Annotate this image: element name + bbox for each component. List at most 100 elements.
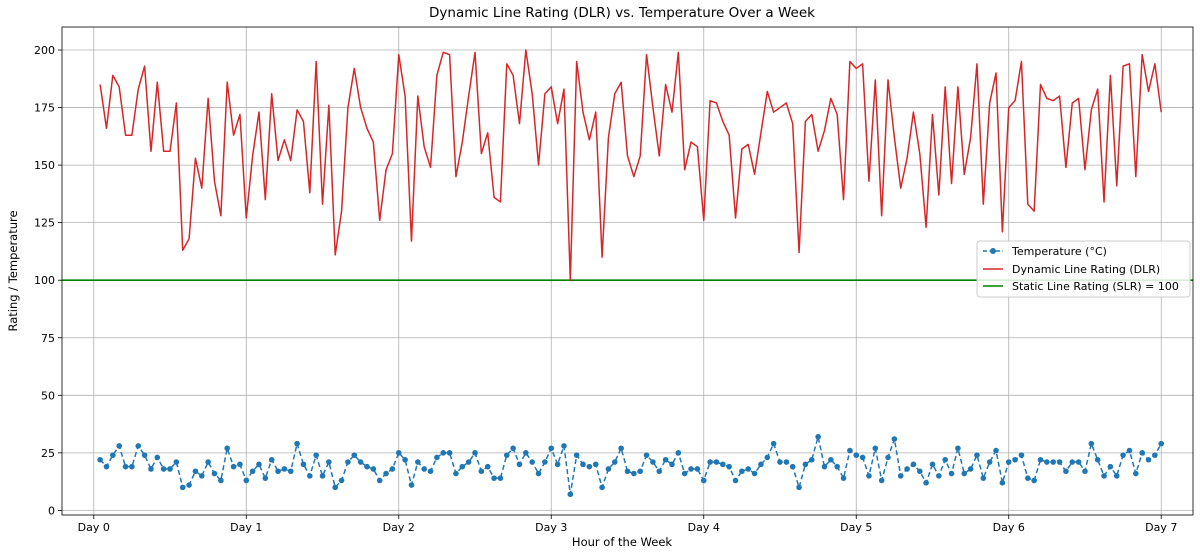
temperature-point bbox=[179, 484, 186, 491]
temperature-point bbox=[141, 452, 148, 458]
x-tick-label: Day 3 bbox=[535, 521, 567, 534]
temperature-point bbox=[535, 470, 542, 477]
temperature-point bbox=[103, 463, 110, 470]
temperature-point bbox=[618, 445, 624, 452]
y-axis: 0 25 50 75 100 125 150 175 200 bbox=[34, 44, 62, 517]
temperature-point bbox=[421, 466, 427, 472]
temperature-point bbox=[923, 479, 929, 486]
y-axis-label: Rating / Temperature bbox=[6, 210, 20, 331]
temperature-point bbox=[802, 461, 809, 468]
temperature-point bbox=[1056, 459, 1063, 465]
temperature-point bbox=[326, 459, 332, 465]
temperature-point bbox=[491, 475, 497, 481]
legend-box bbox=[976, 240, 1191, 298]
temperature-point bbox=[415, 459, 421, 465]
temperature-point bbox=[497, 475, 504, 481]
x-tick-label: Day 6 bbox=[993, 521, 1025, 534]
temperature-point bbox=[516, 461, 523, 468]
temperature-point bbox=[662, 456, 669, 463]
temperature-point bbox=[834, 463, 840, 470]
temperature-point bbox=[554, 461, 561, 468]
temperature-point bbox=[980, 475, 987, 481]
temperature-point bbox=[1005, 459, 1012, 465]
temperature-point bbox=[224, 445, 230, 452]
temperature-point bbox=[726, 463, 732, 470]
temperature-point bbox=[1107, 463, 1114, 470]
temperature-point bbox=[828, 456, 834, 463]
temperature-point bbox=[1120, 452, 1126, 458]
temperature-point bbox=[592, 461, 599, 468]
legend-item-temperature: Temperature (°C) bbox=[983, 245, 1107, 258]
temperature-point bbox=[268, 456, 275, 463]
temperature-point bbox=[529, 459, 535, 465]
temperature-point bbox=[1113, 473, 1120, 479]
temperature-point bbox=[319, 473, 326, 479]
temperature-point bbox=[815, 433, 821, 440]
temperature-point bbox=[739, 468, 745, 475]
legend-marker-temperature bbox=[990, 248, 996, 254]
temperature-point bbox=[885, 454, 891, 461]
temperature-point bbox=[135, 443, 142, 449]
temperature-point bbox=[694, 466, 701, 472]
temperature-point bbox=[916, 468, 923, 475]
temperature-point bbox=[611, 459, 618, 465]
legend-label-dlr: Dynamic Line Rating (DLR) bbox=[1012, 263, 1160, 276]
temperature-point bbox=[1018, 452, 1025, 458]
temperature-point bbox=[675, 450, 682, 456]
x-tick-label: Day 5 bbox=[840, 521, 872, 534]
temperature-point bbox=[643, 452, 650, 458]
temperature-point bbox=[783, 459, 790, 465]
chart-title: Dynamic Line Rating (DLR) vs. Temperatur… bbox=[429, 5, 815, 21]
temperature-point bbox=[1094, 456, 1101, 463]
temperature-point bbox=[681, 470, 688, 477]
temperature-point bbox=[561, 443, 567, 449]
temperature-point bbox=[1152, 452, 1158, 458]
y-tick-label: 75 bbox=[41, 332, 55, 345]
legend-label-slr: Static Line Rating (SLR) = 100 bbox=[1012, 280, 1179, 293]
x-axis: Day 0 Day 1 Day 2 Day 3 Day 4 Day 5 Day 6 Day 7 bbox=[78, 515, 1177, 534]
y-tick-label: 200 bbox=[34, 44, 55, 57]
temperature-point bbox=[904, 466, 910, 472]
temperature-point bbox=[713, 459, 720, 465]
temperature-point bbox=[173, 459, 180, 465]
temperature-point bbox=[688, 466, 694, 472]
dlr-line bbox=[99, 49, 1162, 281]
legend-label-temperature: Temperature (°C) bbox=[1011, 245, 1107, 258]
temperature-point bbox=[122, 463, 129, 470]
temperature-point bbox=[573, 452, 580, 458]
temperature-point bbox=[821, 463, 828, 470]
temperature-point bbox=[624, 468, 631, 475]
temperature-point bbox=[1050, 459, 1057, 465]
temperature-point bbox=[523, 450, 529, 456]
temperature-point bbox=[548, 445, 555, 452]
temperature-point bbox=[745, 466, 752, 472]
temperature-point bbox=[1133, 470, 1139, 477]
temperature-point bbox=[389, 466, 396, 472]
temperature-point bbox=[1126, 447, 1133, 454]
temperature-point bbox=[408, 482, 415, 488]
temperature-point bbox=[472, 450, 478, 456]
temperature-point bbox=[249, 468, 256, 475]
temperature-point bbox=[453, 470, 459, 477]
temperature-point bbox=[1145, 456, 1152, 463]
temperature-point bbox=[859, 454, 866, 461]
temperature-point bbox=[637, 468, 644, 475]
temperature-point bbox=[370, 466, 377, 472]
temperature-point bbox=[910, 461, 917, 468]
temperature-point bbox=[948, 470, 955, 477]
temperature-point bbox=[357, 459, 364, 465]
temperature-point bbox=[1069, 459, 1076, 465]
x-tick-label: Day 2 bbox=[383, 521, 415, 534]
temperature-point bbox=[955, 445, 961, 452]
temperature-point bbox=[580, 461, 586, 468]
temperature-point bbox=[878, 477, 885, 484]
temperature-point bbox=[446, 450, 453, 456]
plot-frame bbox=[61, 26, 1194, 516]
temperature-point bbox=[840, 475, 847, 481]
temperature-point bbox=[211, 470, 218, 477]
temperature-point bbox=[154, 454, 161, 461]
y-tick-label: 25 bbox=[41, 447, 55, 460]
y-tick-label: 150 bbox=[34, 159, 55, 172]
temperature-point bbox=[256, 461, 262, 468]
y-tick-label: 50 bbox=[41, 389, 55, 402]
